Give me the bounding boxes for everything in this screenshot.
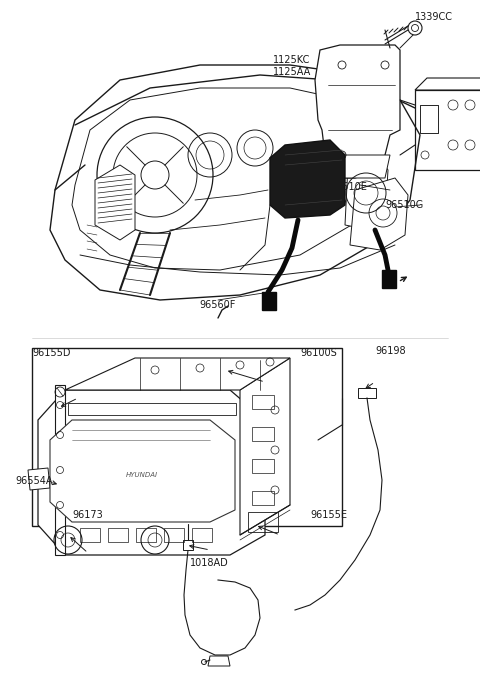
Text: 96100S: 96100S	[300, 348, 337, 358]
Circle shape	[141, 161, 169, 189]
Polygon shape	[382, 270, 396, 288]
Bar	[252, 491, 274, 505]
Bar	[32, 348, 342, 526]
Bar	[0, 0, 480, 340]
Polygon shape	[315, 45, 400, 178]
Bar	[248, 512, 278, 532]
Bar	[136, 528, 156, 542]
Text: 1125AA: 1125AA	[273, 67, 311, 77]
Bar	[252, 395, 274, 409]
Polygon shape	[240, 358, 290, 535]
Text: 96560F: 96560F	[200, 300, 236, 310]
Polygon shape	[345, 155, 388, 230]
Polygon shape	[72, 88, 380, 270]
Text: 96155D: 96155D	[32, 348, 71, 358]
Polygon shape	[415, 78, 480, 90]
Text: 96554A: 96554A	[15, 476, 52, 486]
Polygon shape	[38, 390, 265, 555]
Polygon shape	[55, 385, 65, 555]
Bar	[420, 105, 438, 133]
Polygon shape	[318, 155, 390, 178]
Bar	[108, 528, 128, 542]
Polygon shape	[50, 65, 420, 300]
Bar	[420, 105, 438, 133]
Bar	[192, 528, 212, 542]
Bar	[164, 528, 184, 542]
Text: 1339CC: 1339CC	[415, 12, 453, 22]
Text: 96198: 96198	[375, 346, 406, 356]
Text: 96155E: 96155E	[310, 510, 347, 520]
Text: 96510E: 96510E	[330, 182, 367, 192]
Text: 1018AD: 1018AD	[190, 558, 229, 568]
Text: HYUNDAI: HYUNDAI	[126, 472, 158, 478]
Polygon shape	[208, 656, 230, 666]
Bar	[252, 427, 274, 441]
Bar	[80, 528, 100, 542]
Text: 96173: 96173	[72, 510, 103, 520]
Text: 96510G: 96510G	[385, 200, 423, 210]
Bar	[252, 459, 274, 473]
Bar	[358, 388, 376, 398]
Polygon shape	[262, 292, 276, 310]
Polygon shape	[50, 420, 235, 522]
Polygon shape	[28, 468, 50, 490]
Bar	[68, 403, 236, 415]
Polygon shape	[270, 140, 345, 218]
Polygon shape	[65, 358, 290, 390]
Polygon shape	[183, 540, 193, 550]
Polygon shape	[350, 178, 408, 250]
Text: 1125KC: 1125KC	[273, 55, 311, 65]
Bar	[415, 90, 480, 170]
Polygon shape	[95, 165, 135, 240]
